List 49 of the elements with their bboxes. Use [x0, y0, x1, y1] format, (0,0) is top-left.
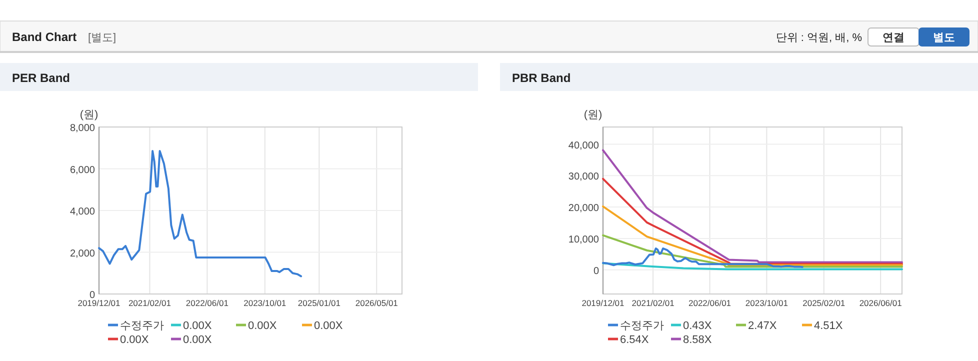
x-tick-label: 2022/06/01	[186, 298, 229, 308]
y-tick-label: 2,000	[70, 248, 96, 260]
y-tick-label: 4,000	[70, 206, 96, 218]
line-series	[602, 247, 804, 268]
legend-label: 8.58X	[683, 334, 712, 346]
y-tick-label: 0	[593, 266, 600, 277]
y-tick-label: 8,000	[70, 123, 96, 134]
x-tick-label: 2022/06/01	[688, 298, 732, 308]
y-tick-label: 30,000	[568, 172, 600, 183]
x-tick-label: 2025/01/01	[298, 298, 341, 308]
text: [별도]	[88, 32, 116, 44]
legend-label: 수정주가	[620, 320, 664, 332]
legend-label: 0.00X	[183, 320, 212, 332]
text: 단위 : 억원, 배, %	[776, 32, 862, 44]
y-axis-title: (원)	[584, 109, 602, 121]
y-tick-label: 10,000	[568, 234, 600, 246]
x-tick-label: 2026/06/01	[859, 298, 902, 308]
line-series	[602, 205, 903, 266]
legend-label: 0.43X	[683, 320, 712, 332]
legend-label: 0.00X	[248, 320, 278, 332]
text: 별도	[933, 32, 955, 44]
x-tick-label: 2023/10/01	[244, 298, 286, 308]
y-tick-label: 40,000	[568, 140, 600, 152]
chart-title: PER Band	[12, 71, 70, 85]
line-series	[602, 234, 903, 268]
x-tick-label: 2025/02/01	[802, 298, 846, 308]
legend-label: 2.47X	[748, 320, 778, 332]
y-axis-title: (원)	[80, 109, 98, 121]
line-series	[602, 149, 903, 264]
chart-title: PBR Band	[512, 71, 571, 85]
line-series	[98, 150, 302, 278]
legend-label: 0.00X	[120, 334, 150, 346]
text: 연결	[882, 32, 904, 44]
text: Band Chart	[12, 30, 77, 44]
legend-label: 0.00X	[183, 334, 212, 346]
x-tick-label: 2021/02/01	[632, 298, 675, 308]
legend-label: 수정주가	[120, 320, 164, 332]
y-tick-label: 0	[89, 290, 96, 301]
x-tick-label: 2021/02/01	[128, 298, 172, 308]
y-tick-label: 6,000	[70, 164, 96, 176]
x-tick-label: 2026/05/01	[355, 298, 398, 308]
x-tick-label: 2023/10/01	[745, 298, 788, 308]
x-tick-label: 2019/12/01	[582, 298, 625, 308]
legend-label: 6.54X	[620, 334, 650, 346]
legend-label: 0.00X	[314, 320, 344, 332]
y-tick-label: 20,000	[568, 203, 600, 214]
legend-label: 4.51X	[814, 320, 844, 332]
x-tick-label: 2019/12/01	[78, 298, 121, 308]
line-series	[602, 178, 903, 265]
